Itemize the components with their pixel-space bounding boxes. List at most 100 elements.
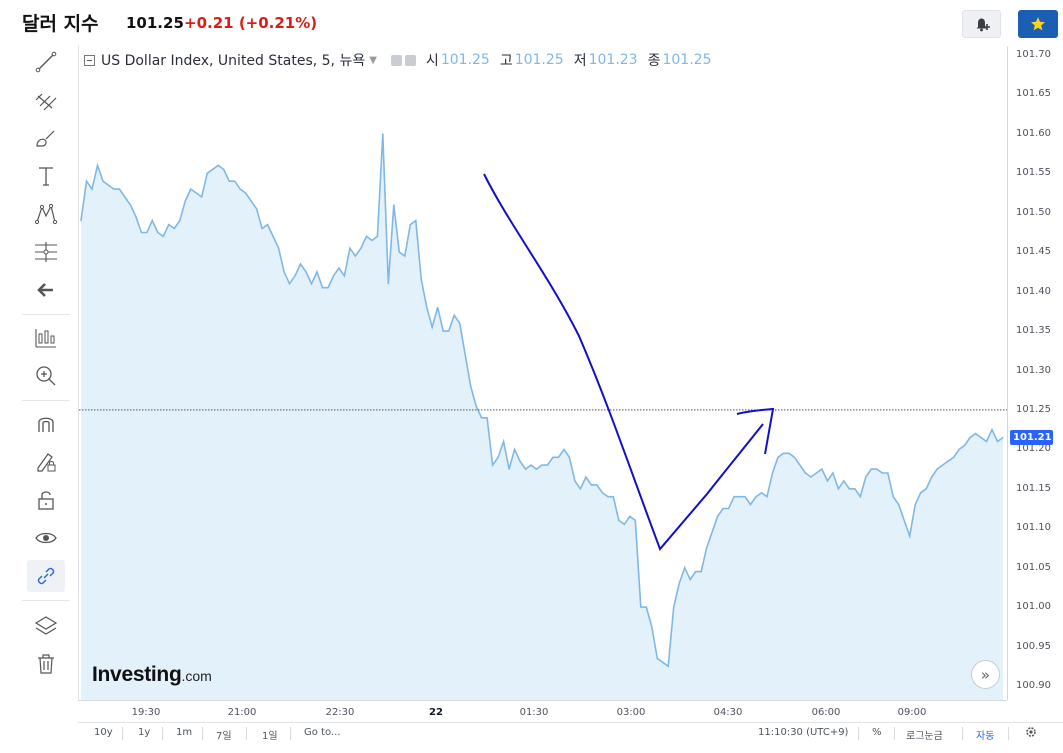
data-point — [475, 405, 477, 407]
visibility-tool[interactable] — [27, 522, 65, 554]
data-point — [673, 606, 675, 608]
text-tool[interactable] — [27, 160, 65, 192]
goto-button[interactable]: Go to... — [304, 727, 341, 738]
price-chart[interactable] — [79, 46, 1008, 700]
zoom-tool[interactable] — [27, 360, 65, 392]
fib-tool[interactable] — [27, 84, 65, 116]
data-point — [739, 496, 741, 498]
measure-tool[interactable] — [27, 236, 65, 268]
data-point — [113, 188, 115, 190]
collapse-legend-icon[interactable] — [84, 54, 95, 66]
pattern-tool[interactable] — [27, 198, 65, 230]
measure-icon — [35, 242, 57, 262]
range-7d-button[interactable]: 7일 — [216, 731, 232, 742]
data-point — [557, 456, 560, 458]
range-1m-button[interactable]: 1m — [176, 727, 193, 738]
bottom-separator — [122, 727, 123, 740]
lock-drawings-tool[interactable] — [27, 446, 65, 478]
magnet-tool[interactable] — [27, 408, 65, 440]
brush-tool[interactable] — [27, 122, 65, 154]
data-point — [481, 417, 483, 419]
data-point — [497, 456, 499, 458]
settings-small-icon[interactable] — [390, 54, 402, 66]
range-10y-button[interactable]: 10y — [94, 727, 113, 738]
data-point — [278, 247, 280, 249]
chevron-down-icon[interactable]: ▼ — [369, 54, 377, 66]
lock-drawing-icon — [37, 453, 56, 472]
sync-drawings-tool[interactable] — [27, 560, 65, 592]
back-tool[interactable] — [27, 274, 65, 306]
chart-settings-button[interactable] — [1024, 725, 1038, 742]
time-axis[interactable]: 19:30 21:00 22:30 22 01:30 03:00 04:30 06:00 09:… — [78, 700, 1007, 722]
data-point — [299, 263, 302, 265]
zoom-in-icon — [36, 366, 56, 386]
data-point — [267, 224, 269, 226]
time-tick-label: 21:00 — [227, 707, 257, 718]
data-point — [843, 480, 845, 482]
add-alert-button[interactable] — [962, 10, 1001, 38]
range-1d-button[interactable]: 1일 — [262, 731, 278, 742]
data-point — [980, 436, 982, 439]
data-point — [393, 204, 395, 206]
data-point — [996, 440, 999, 443]
data-point — [744, 496, 746, 498]
annotation-arrow-head[interactable] — [736, 407, 775, 455]
data-point — [118, 188, 120, 190]
price-axis[interactable]: 101.70 101.65 101.60 101.55 101.50 101.45 101.… — [1007, 46, 1063, 700]
trend-line-tool[interactable] — [27, 46, 65, 78]
data-point — [514, 448, 516, 450]
bottom-separator — [1008, 727, 1009, 740]
time-tick-label: 22 — [429, 707, 443, 718]
data-point — [223, 168, 225, 170]
auto-scale-toggle[interactable]: 자동 — [976, 731, 995, 742]
data-point — [234, 180, 236, 182]
annotation-drawn-arrow[interactable] — [483, 173, 764, 551]
data-point — [212, 168, 214, 170]
data-point — [810, 476, 812, 478]
data-point — [256, 208, 258, 210]
data-point — [684, 567, 686, 569]
watchlist-button[interactable] — [1018, 10, 1058, 38]
data-point — [793, 456, 796, 458]
data-point — [409, 224, 411, 226]
chart-pane[interactable] — [78, 46, 1008, 700]
data-point — [201, 196, 203, 198]
data-point — [503, 440, 505, 443]
data-point — [629, 515, 631, 517]
indicators-tool[interactable] — [27, 322, 65, 354]
data-point — [124, 196, 126, 198]
data-point — [612, 496, 614, 498]
data-point — [711, 531, 713, 533]
unlock-tool[interactable] — [27, 484, 65, 516]
data-point — [387, 283, 389, 285]
bottom-separator — [290, 727, 291, 740]
price-tick-label: 101.20 — [1016, 443, 1051, 455]
scroll-to-realtime-button[interactable]: » — [971, 660, 1000, 689]
data-point — [618, 519, 620, 521]
data-points — [80, 133, 1004, 667]
back-arrow-icon — [37, 283, 53, 297]
data-point — [349, 247, 351, 249]
bottom-separator — [202, 727, 203, 740]
time-tick-label: 03:00 — [616, 707, 646, 718]
data-point — [146, 231, 148, 234]
delete-drawings-tool[interactable] — [27, 648, 65, 680]
legend-symbol[interactable]: US Dollar Index, United States, 5, 뉴욕 — [101, 53, 366, 69]
indicators-icon — [35, 329, 56, 348]
percent-toggle[interactable]: % — [872, 727, 882, 738]
range-1y-button[interactable]: 1y — [138, 727, 151, 738]
log-scale-toggle[interactable]: 로그눈금 — [906, 731, 943, 742]
time-tick-label: 06:00 — [811, 707, 841, 718]
data-point — [942, 464, 944, 466]
data-point — [250, 200, 252, 202]
data-point — [936, 468, 938, 470]
data-point — [80, 220, 82, 222]
data-point — [206, 172, 208, 174]
price-tick-label: 101.25 — [1016, 403, 1051, 415]
data-point — [541, 464, 543, 466]
object-tree-tool[interactable] — [27, 610, 65, 642]
data-point — [470, 385, 472, 387]
data-point — [338, 267, 340, 269]
visibility-small-icon[interactable] — [404, 54, 416, 66]
clock-display: 11:10:30 (UTC+9) — [758, 727, 849, 738]
